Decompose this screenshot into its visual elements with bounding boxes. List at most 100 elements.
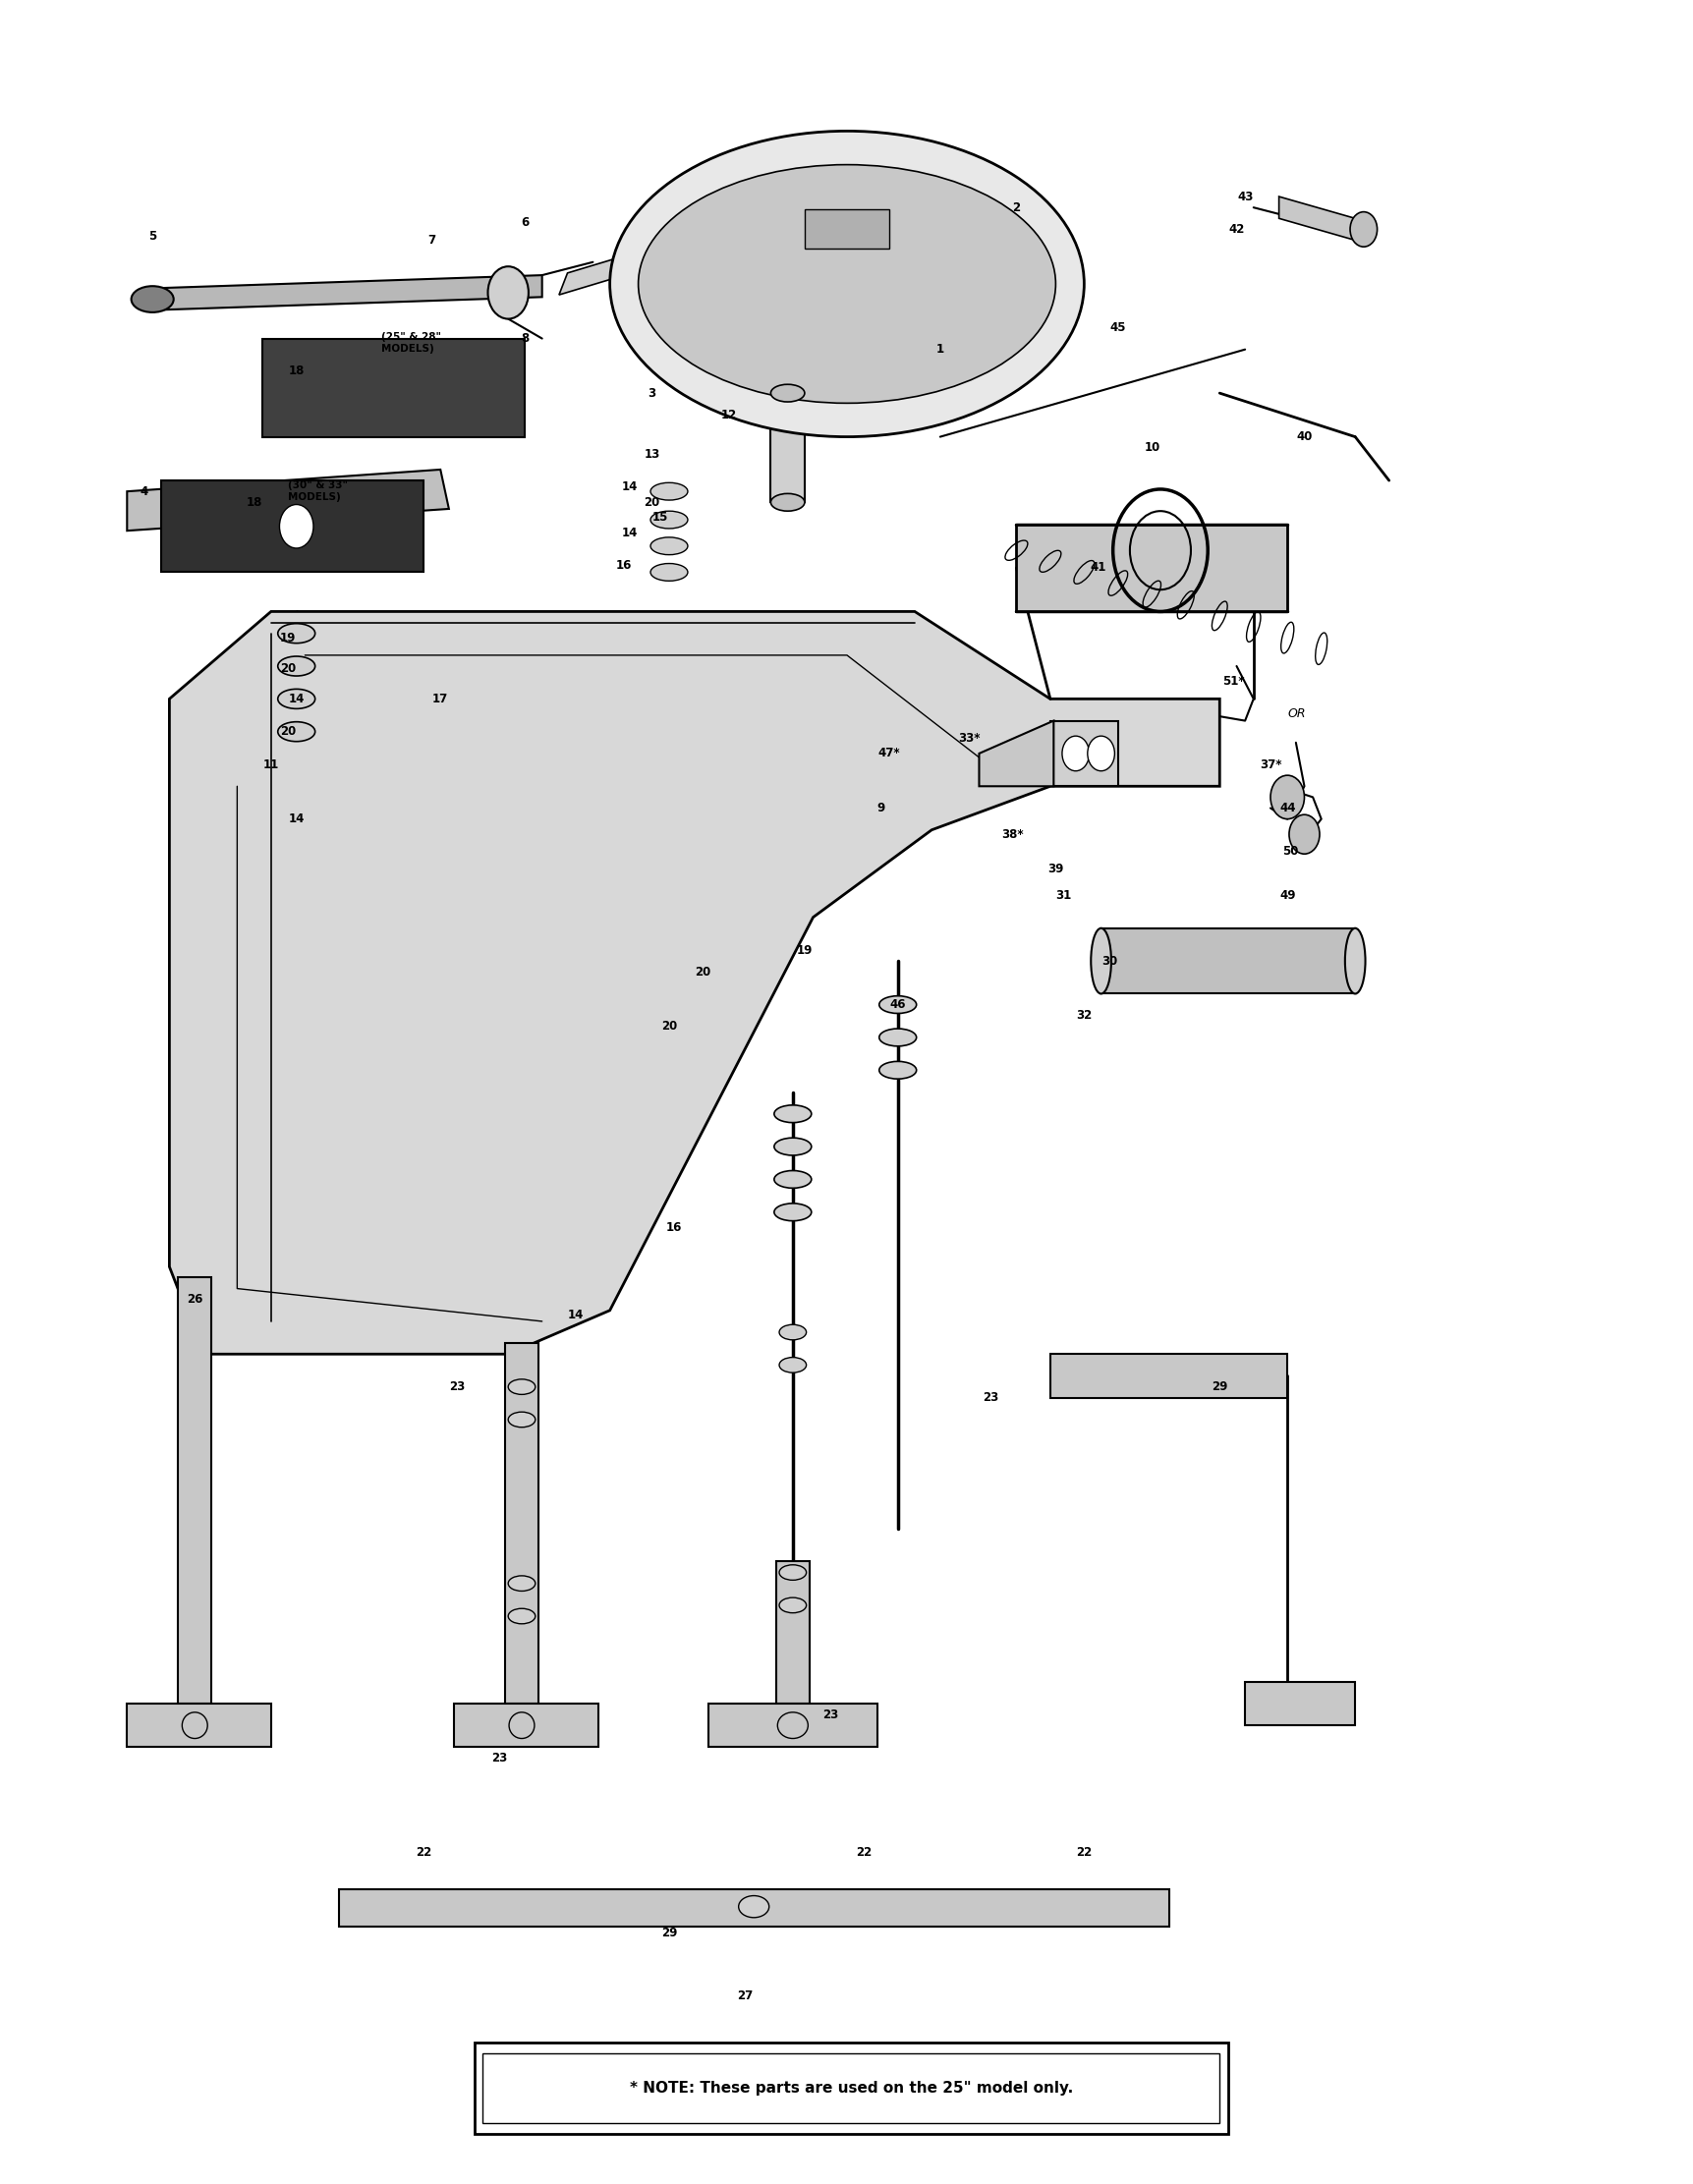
Text: 19: 19 [796, 943, 813, 957]
Text: 44: 44 [1278, 802, 1295, 815]
Text: 46: 46 [889, 998, 906, 1011]
Ellipse shape [738, 1896, 769, 1918]
Text: 45: 45 [1109, 321, 1126, 334]
Ellipse shape [774, 1105, 811, 1123]
Text: * NOTE: These parts are used on the 25" model only.: * NOTE: These parts are used on the 25" … [630, 2081, 1072, 2094]
Text: 20: 20 [660, 1020, 677, 1033]
Text: 20: 20 [279, 725, 296, 738]
Ellipse shape [774, 1138, 811, 1155]
Circle shape [1288, 815, 1319, 854]
Polygon shape [1278, 197, 1354, 240]
Text: 1: 1 [936, 343, 943, 356]
Ellipse shape [774, 1203, 811, 1221]
Text: 18: 18 [245, 496, 262, 509]
Ellipse shape [278, 688, 315, 708]
Polygon shape [161, 480, 423, 572]
Ellipse shape [508, 1380, 535, 1393]
Bar [804, 210, 889, 249]
Text: 40: 40 [1295, 430, 1312, 443]
Ellipse shape [770, 384, 804, 402]
Text: 42: 42 [1227, 223, 1244, 236]
Polygon shape [1100, 928, 1354, 994]
Text: 22: 22 [1075, 1845, 1092, 1859]
Ellipse shape [774, 1171, 811, 1188]
Ellipse shape [638, 164, 1055, 404]
Text: 41: 41 [1089, 561, 1106, 574]
Text: 14: 14 [621, 480, 638, 494]
Text: 14: 14 [288, 692, 305, 705]
Ellipse shape [770, 494, 804, 511]
Text: 5: 5 [149, 229, 156, 242]
Text: OR: OR [1287, 708, 1305, 721]
Text: 3: 3 [648, 387, 655, 400]
Polygon shape [127, 1704, 271, 1747]
Polygon shape [454, 1704, 598, 1747]
Text: (25" & 28"
MODELS): (25" & 28" MODELS) [381, 332, 440, 354]
FancyBboxPatch shape [483, 2053, 1219, 2123]
Ellipse shape [879, 1029, 916, 1046]
Polygon shape [178, 1278, 212, 1704]
Polygon shape [1244, 1682, 1354, 1725]
Circle shape [1087, 736, 1114, 771]
Ellipse shape [181, 1712, 207, 1738]
Ellipse shape [278, 625, 315, 642]
Text: 50: 50 [1282, 845, 1299, 858]
Polygon shape [505, 1343, 538, 1704]
Ellipse shape [609, 131, 1084, 437]
Ellipse shape [508, 1712, 533, 1738]
Ellipse shape [779, 1356, 806, 1372]
Text: 19: 19 [279, 631, 296, 644]
Text: 29: 29 [660, 1926, 677, 1939]
Text: 37*: 37* [1258, 758, 1282, 771]
Text: 11: 11 [262, 758, 279, 771]
Ellipse shape [879, 1061, 916, 1079]
Text: 23: 23 [491, 1752, 508, 1765]
Text: 31: 31 [1055, 889, 1072, 902]
Polygon shape [775, 1562, 809, 1704]
Ellipse shape [779, 1324, 806, 1339]
Text: 16: 16 [665, 1221, 682, 1234]
Ellipse shape [508, 1413, 535, 1428]
Text: 10: 10 [1143, 441, 1160, 454]
Ellipse shape [650, 537, 687, 555]
Text: 23: 23 [821, 1708, 838, 1721]
Text: 38*: 38* [1001, 828, 1024, 841]
Text: 20: 20 [279, 662, 296, 675]
Text: 32: 32 [1075, 1009, 1092, 1022]
Text: 2: 2 [1012, 201, 1019, 214]
Ellipse shape [879, 996, 916, 1013]
Text: 14: 14 [567, 1308, 584, 1321]
Polygon shape [262, 339, 525, 437]
Text: 20: 20 [694, 965, 711, 978]
Ellipse shape [278, 721, 315, 740]
Circle shape [1062, 736, 1089, 771]
Text: 12: 12 [720, 408, 736, 422]
Text: 13: 13 [643, 448, 660, 461]
Text: 22: 22 [855, 1845, 872, 1859]
Ellipse shape [650, 483, 687, 500]
Text: 14: 14 [621, 526, 638, 539]
Circle shape [1349, 212, 1376, 247]
Ellipse shape [508, 1607, 535, 1623]
Polygon shape [1050, 1354, 1287, 1398]
Polygon shape [1050, 721, 1117, 786]
Text: 49: 49 [1278, 889, 1295, 902]
Ellipse shape [278, 655, 315, 677]
Polygon shape [169, 612, 1219, 1354]
Ellipse shape [508, 1575, 535, 1590]
Text: 15: 15 [652, 511, 669, 524]
Text: 26: 26 [186, 1293, 203, 1306]
Ellipse shape [650, 563, 687, 581]
Ellipse shape [777, 1712, 808, 1738]
Text: 8: 8 [521, 332, 528, 345]
Ellipse shape [1344, 928, 1365, 994]
FancyBboxPatch shape [474, 2042, 1227, 2134]
Circle shape [279, 505, 313, 548]
Text: 29: 29 [1210, 1380, 1227, 1393]
Polygon shape [152, 275, 542, 310]
Polygon shape [339, 1889, 1168, 1926]
Text: 23: 23 [982, 1391, 999, 1404]
Polygon shape [770, 393, 804, 502]
Text: 6: 6 [521, 216, 528, 229]
Text: 30: 30 [1100, 954, 1117, 968]
